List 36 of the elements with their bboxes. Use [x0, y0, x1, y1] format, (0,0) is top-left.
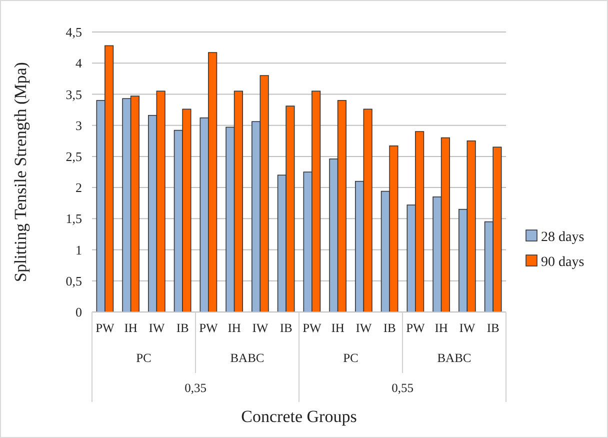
y-tick-label: 4	[76, 56, 82, 71]
x-tick-label: PW	[406, 321, 426, 335]
x-tick-label: IH	[228, 321, 241, 335]
x-tick-label: IH	[331, 321, 344, 335]
text: PC	[136, 351, 152, 365]
y-tick-label: 3	[76, 118, 82, 133]
y-tick-label: 1	[76, 242, 82, 258]
y-tick-label: 2	[76, 180, 82, 196]
text: BABC	[437, 351, 472, 365]
text: 0,55	[392, 381, 414, 395]
y-tick-label: 0	[76, 304, 82, 320]
x-tick-label: IB	[383, 321, 396, 335]
x-tick-label: IW	[356, 321, 372, 335]
y-tick-label: 0,5	[66, 273, 82, 288]
x-tick-label: PW	[302, 321, 322, 335]
text: 0,35	[184, 381, 206, 395]
y-tick-label: 1,5	[66, 211, 82, 226]
legend-label: 28 days	[541, 230, 584, 245]
x-tick-label: IW	[459, 321, 476, 335]
x-tick-label: PW	[96, 321, 115, 335]
x-tick-label: IH	[124, 321, 138, 335]
x-axis-title: Concrete Groups	[241, 407, 357, 426]
y-tick-label: 4,5	[66, 24, 82, 40]
x-tick-label: IB	[280, 321, 292, 335]
y-axis-title: Splitting Tensile Strength (Mpa)	[11, 62, 30, 282]
text: PC	[343, 351, 358, 365]
y-tick-label: 3,5	[66, 86, 82, 102]
legend-label: 90 days	[541, 254, 584, 270]
text: BABC	[230, 351, 264, 365]
x-tick-label: IH	[434, 321, 448, 335]
x-tick-label: IW	[252, 321, 268, 335]
y-tick-label: 2,5	[66, 148, 82, 164]
x-tick-label: IB	[486, 321, 500, 335]
x-tick-label: PW	[199, 321, 218, 335]
x-tick-label: IB	[176, 321, 189, 335]
x-tick-label: IW	[148, 321, 165, 335]
